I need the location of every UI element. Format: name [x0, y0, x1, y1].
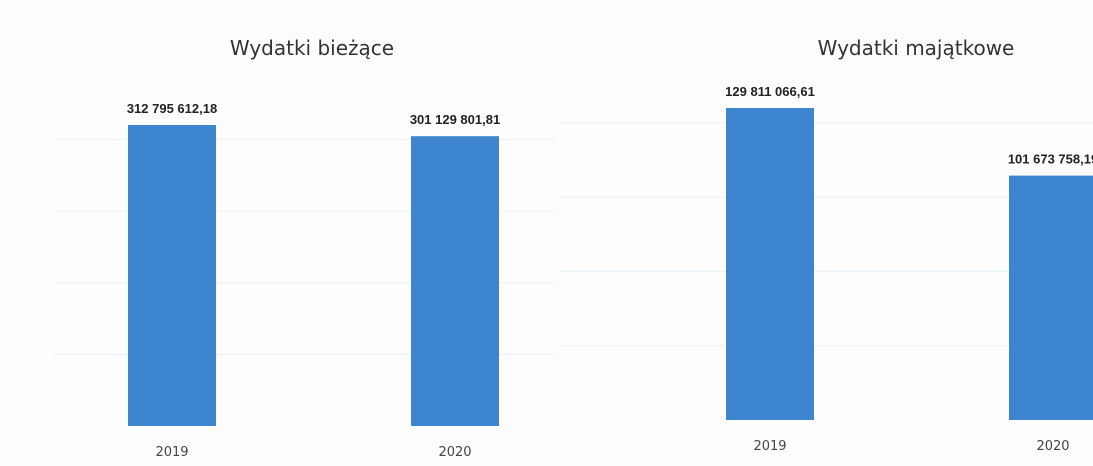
bars [128, 125, 499, 426]
data-label-2019: 312 795 612,18 [127, 101, 217, 116]
data-label-2020: 301 129 801,81 [410, 112, 500, 127]
gridlines [560, 122, 1093, 347]
x-tick-label-2020: 2020 [1036, 439, 1069, 454]
x-tick-label-2020: 2020 [438, 445, 471, 460]
bar-2019 [726, 108, 814, 420]
bar-2020 [1009, 175, 1093, 420]
bars [726, 108, 1093, 420]
x-tick-labels: 2019 2020 [753, 439, 1069, 454]
x-tick-labels: 2019 2020 [155, 445, 471, 460]
chart-title: Wydatki bieżące [230, 36, 394, 60]
chart-wydatki-biezace: Wydatki bieżące 312 795 612,18 301 129 80… [55, 36, 555, 460]
bar-2019 [128, 125, 216, 426]
value-labels: 312 795 612,18 301 129 801,81 [127, 101, 500, 127]
value-labels: 129 811 066,61 101 673 758,19 [725, 84, 1093, 167]
chart-title: Wydatki majątkowe [818, 36, 1015, 60]
x-tick-label-2019: 2019 [155, 445, 188, 460]
bar-2020 [411, 136, 499, 426]
data-label-2020: 101 673 758,19 [1008, 152, 1093, 167]
data-label-2019: 129 811 066,61 [725, 84, 815, 99]
chart-wydatki-majatkowe: Wydatki majątkowe 129 811 066,61 101 673 … [560, 36, 1093, 454]
x-tick-label-2019: 2019 [753, 439, 786, 454]
